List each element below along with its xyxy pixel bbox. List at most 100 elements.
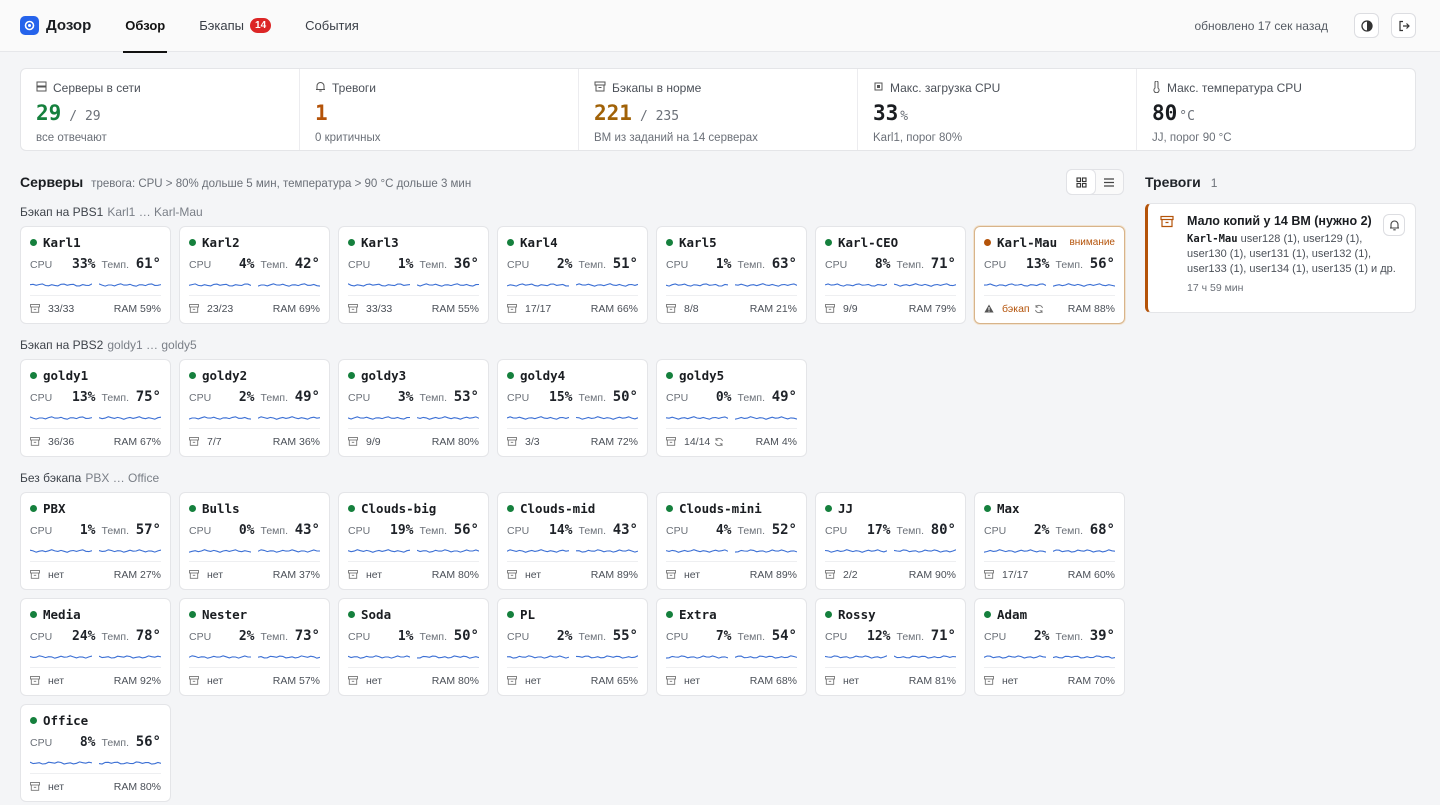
server-card[interactable]: PL CPU 2% Темп. 55° нет RAM 65%: [497, 598, 648, 696]
warning-badge: внимание: [1069, 236, 1115, 248]
backup-status: нет: [30, 675, 64, 687]
server-name: goldy4: [520, 367, 566, 383]
ram-value: RAM 69%: [272, 302, 320, 315]
server-card[interactable]: Soda CPU 1% Темп. 50° нет RAM 80%: [338, 598, 489, 696]
temp-label: Темп.: [260, 525, 289, 537]
cpu-value: 4%: [238, 257, 255, 272]
server-icon: [36, 81, 53, 95]
logout-button[interactable]: [1391, 13, 1416, 38]
tab-backups[interactable]: Бэкапы 14: [197, 0, 273, 52]
server-name: Karl4: [520, 234, 558, 250]
ram-value: RAM 27%: [113, 568, 161, 581]
server-card[interactable]: Extra CPU 7% Темп. 54° нет RAM 68%: [656, 598, 807, 696]
server-card[interactable]: goldy4 CPU 15% Темп. 50° 3/3 RAM 72%: [497, 359, 648, 457]
grid-view-button[interactable]: [1067, 170, 1095, 194]
temp-label: Темп.: [260, 259, 289, 271]
cpu-label: CPU: [348, 259, 371, 271]
temp-label: Темп.: [101, 392, 130, 404]
cpu-label: CPU: [507, 525, 530, 537]
server-card[interactable]: Clouds-mid CPU 14% Темп. 43° нет RAM 89%: [497, 492, 648, 590]
ram-value: RAM 80%: [431, 568, 479, 581]
server-card[interactable]: Karl2 CPU 4% Темп. 42° 23/23 RAM 69%: [179, 226, 330, 324]
alert-host: Karl-Mau: [1187, 233, 1238, 245]
cpu-label: CPU: [984, 631, 1007, 643]
stat-value-row: 33%: [873, 101, 1121, 125]
temp-label: Темп.: [419, 525, 448, 537]
status-dot: [348, 504, 355, 512]
cpu-value: 2%: [1033, 629, 1050, 644]
server-name: goldy2: [202, 367, 248, 383]
status-dot: [189, 371, 196, 379]
cpu-label: CPU: [825, 259, 848, 271]
status-dot: [666, 610, 673, 618]
stat-label-text: Серверы в сети: [53, 81, 141, 95]
backup-value: 2/2: [843, 568, 858, 581]
temp-label: Темп.: [1055, 525, 1084, 537]
server-card[interactable]: goldy2 CPU 2% Темп. 49° 7/7 RAM 36%: [179, 359, 330, 457]
list-view-button[interactable]: [1095, 170, 1123, 194]
server-card[interactable]: Bulls CPU 0% Темп. 43° нет RAM 37%: [179, 492, 330, 590]
ram-value: RAM 37%: [272, 568, 320, 581]
server-card[interactable]: JJ CPU 17% Темп. 80° 2/2 RAM 90%: [815, 492, 966, 590]
alerts-title: Тревоги: [1145, 174, 1201, 190]
server-card[interactable]: Clouds-mini CPU 4% Темп. 52° нет RAM 89%: [656, 492, 807, 590]
server-card[interactable]: goldy5 CPU 0% Темп. 49° 14/14 RAM 4%: [656, 359, 807, 457]
backup-value: 36/36: [48, 435, 75, 448]
backup-status: нет: [666, 569, 700, 581]
server-card[interactable]: Karl-Mau внимание CPU 13% Темп. 56° бэкап RAM 8…: [974, 226, 1125, 324]
temp-value: 56°: [1089, 256, 1115, 272]
logo-icon: [20, 16, 39, 35]
server-card[interactable]: Adam CPU 2% Темп. 39° нет RAM 70%: [974, 598, 1125, 696]
cpu-value: 24%: [72, 629, 96, 644]
server-name: Karl5: [679, 234, 717, 250]
server-card[interactable]: goldy3 CPU 3% Темп. 53° 9/9 RAM 80%: [338, 359, 489, 457]
temp-label: Темп.: [260, 392, 289, 404]
brand[interactable]: Дозор: [20, 16, 91, 35]
server-card[interactable]: Clouds-big CPU 19% Темп. 56° нет RAM 80%: [338, 492, 489, 590]
temp-sparkline: [99, 276, 161, 290]
backup-status: 33/33: [348, 303, 392, 315]
backup-value: нет: [207, 674, 224, 687]
server-card[interactable]: Max CPU 2% Темп. 68° 17/17 RAM 60%: [974, 492, 1125, 590]
server-card[interactable]: Karl3 CPU 1% Темп. 36° 33/33 RAM 55%: [338, 226, 489, 324]
theme-toggle-button[interactable]: [1354, 13, 1379, 38]
temp-value: 56°: [135, 734, 161, 750]
server-card[interactable]: goldy1 CPU 13% Темп. 75° 36/36 RAM 67%: [20, 359, 171, 457]
cpu-label: CPU: [30, 631, 53, 643]
server-card[interactable]: PBX CPU 1% Темп. 57° нет RAM 27%: [20, 492, 171, 590]
server-card[interactable]: Karl5 CPU 1% Темп. 63° 8/8 RAM 21%: [656, 226, 807, 324]
archive-icon: [507, 676, 521, 685]
server-card[interactable]: Media CPU 24% Темп. 78° нет RAM 92%: [20, 598, 171, 696]
temp-sparkline: [258, 409, 320, 423]
cpu-sparkline: [666, 276, 728, 290]
status-dot: [825, 610, 832, 618]
ram-value: RAM 89%: [749, 568, 797, 581]
server-card[interactable]: Karl-CEO CPU 8% Темп. 71° 9/9 RAM 79%: [815, 226, 966, 324]
temp-value: 71°: [930, 256, 956, 272]
temp-label: Темп.: [896, 525, 925, 537]
server-grid: goldy1 CPU 13% Темп. 75° 36/36 RAM 67% goldy2 CP…: [20, 359, 1125, 457]
tab-overview[interactable]: Обзор: [123, 0, 168, 53]
ram-value: RAM 55%: [431, 302, 479, 315]
ram-value: RAM 57%: [272, 674, 320, 687]
backup-status: 9/9: [348, 436, 381, 448]
status-dot: [984, 504, 991, 512]
alert-mute-button[interactable]: [1383, 214, 1405, 236]
backup-status: 3/3: [507, 436, 540, 448]
server-card[interactable]: Rossy CPU 12% Темп. 71° нет RAM 81%: [815, 598, 966, 696]
cpu-label: CPU: [666, 525, 689, 537]
group-range: PBX … Office: [85, 471, 160, 485]
server-card[interactable]: Nester CPU 2% Темп. 73° нет RAM 57%: [179, 598, 330, 696]
server-card[interactable]: Karl4 CPU 2% Темп. 51° 17/17 RAM 66%: [497, 226, 648, 324]
backup-status: нет: [189, 675, 223, 687]
server-card[interactable]: Office CPU 8% Темп. 56° нет RAM 80%: [20, 704, 171, 802]
backup-status: 33/33: [30, 303, 74, 315]
temp-value: 49°: [771, 389, 797, 405]
status-dot: [507, 371, 514, 379]
alert-card[interactable]: Мало копий у 14 ВМ (нужно 2) Karl-Mau us…: [1145, 203, 1416, 313]
stat-subtitle: ВМ из заданий на 14 серверах: [594, 132, 758, 144]
ram-value: RAM 81%: [908, 674, 956, 687]
tab-events[interactable]: События: [303, 0, 361, 52]
backup-status: 23/23: [189, 303, 233, 315]
server-card[interactable]: Karl1 CPU 33% Темп. 61° 33/33 RAM 59%: [20, 226, 171, 324]
